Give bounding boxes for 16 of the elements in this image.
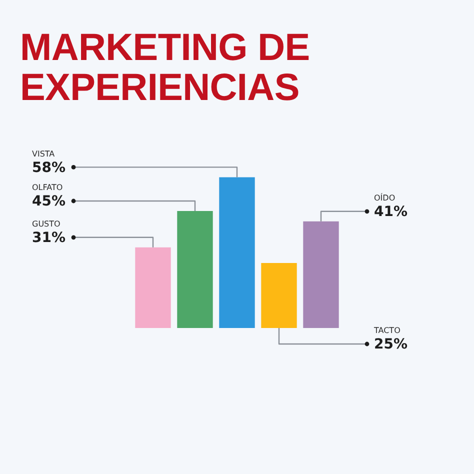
data-label: 58% (32, 160, 66, 176)
data-label: 41% (374, 204, 408, 220)
text: GUSTO (32, 219, 60, 228)
bar (177, 211, 213, 328)
data-label: 25% (374, 336, 408, 353)
text: VISTA (32, 149, 56, 158)
bar (219, 177, 255, 328)
bar (261, 263, 297, 328)
text: OLFATO (32, 183, 63, 192)
text: OÍDO (374, 192, 396, 202)
text: TACTO (373, 326, 400, 336)
bar (303, 221, 339, 328)
chart-title: MARKETING DE EXPERIENCIAS (20, 27, 311, 109)
data-label: 31% (32, 230, 66, 246)
bar (135, 247, 171, 328)
data-label: 45% (32, 194, 66, 210)
